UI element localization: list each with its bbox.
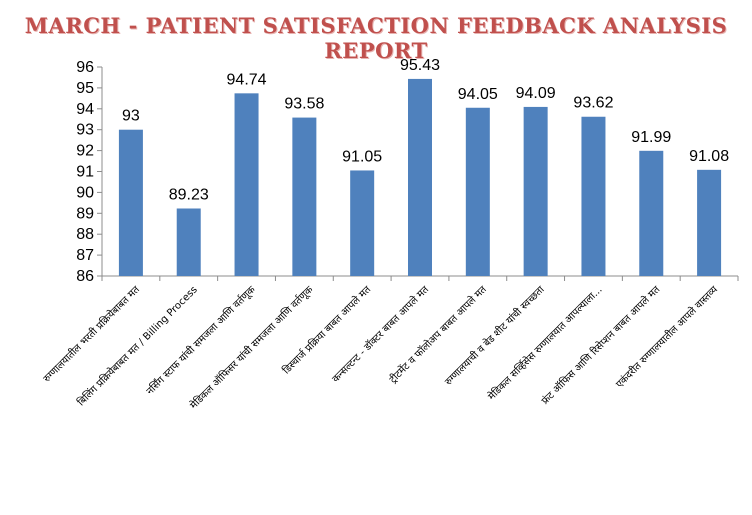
data-label: 94.05 — [458, 86, 498, 103]
category-label: रुग्णालयातील भरती प्रक्रियेबाबत मत — [41, 283, 142, 384]
category-label: ट्रीटमेंट व फॉलोअप बाबत आपले मत — [387, 283, 489, 385]
data-label: 91.08 — [689, 148, 729, 165]
category-label: नर्सिंग स्टाफ यांची समजला आणि वर्तणूक — [144, 283, 258, 397]
bar — [523, 106, 548, 276]
bar — [234, 93, 259, 276]
bar — [581, 116, 606, 276]
data-label: 93 — [122, 108, 140, 125]
data-label: 91.99 — [631, 129, 671, 146]
bar — [118, 129, 143, 276]
y-tick-label: 87 — [76, 247, 94, 264]
y-tick-label: 90 — [76, 184, 94, 201]
bar — [176, 208, 201, 276]
y-tick-label: 96 — [76, 59, 94, 76]
data-label: 89.23 — [169, 186, 209, 203]
y-tick-label: 86 — [76, 268, 94, 285]
category-label: मेडिकल सर्व्हिसेस रुग्णालयात आपल्याला... — [486, 284, 605, 403]
data-label: 91.05 — [342, 148, 382, 165]
data-label: 95.43 — [400, 57, 440, 74]
bar — [408, 78, 432, 277]
category-label: रुग्णालयाची व बेड शीट यांची स्वच्छता — [443, 283, 548, 388]
category-label: बिलिंग प्रक्रियेबाबत मत / Billing Proces… — [75, 284, 200, 409]
category-label: एकंदरीत रुग्णालयातील आपले वास्तव्य — [613, 283, 720, 390]
y-tick-label: 92 — [76, 143, 94, 160]
data-label: 94.09 — [516, 85, 556, 102]
bar — [697, 169, 722, 276]
category-label: फ्रंट ऑफिस आणि रिसेप्शन बाबत आपले मत — [539, 283, 662, 406]
data-label: 94.74 — [227, 71, 267, 88]
chart-title: MARCH - PATIENT SATISFACTION FEEDBACK AN… — [24, 13, 728, 63]
y-tick-label: 95 — [76, 80, 94, 97]
data-label: 93.62 — [573, 95, 613, 112]
data-label: 93.58 — [284, 96, 324, 113]
bar — [350, 170, 375, 276]
y-tick-label: 93 — [76, 122, 94, 139]
y-tick-label: 88 — [76, 226, 94, 243]
y-tick-label: 89 — [76, 205, 94, 222]
category-label: कन्सल्टन्ट - डॉक्टर बाबत आपले मत — [330, 283, 432, 385]
y-tick-label: 91 — [76, 164, 94, 181]
category-label: मेडिकल ऑफिसर यांची समजला आणि वर्तणूक — [188, 283, 316, 411]
bar — [639, 150, 664, 276]
y-tick-label: 94 — [76, 101, 94, 118]
bar — [292, 117, 317, 276]
bar — [465, 107, 490, 276]
